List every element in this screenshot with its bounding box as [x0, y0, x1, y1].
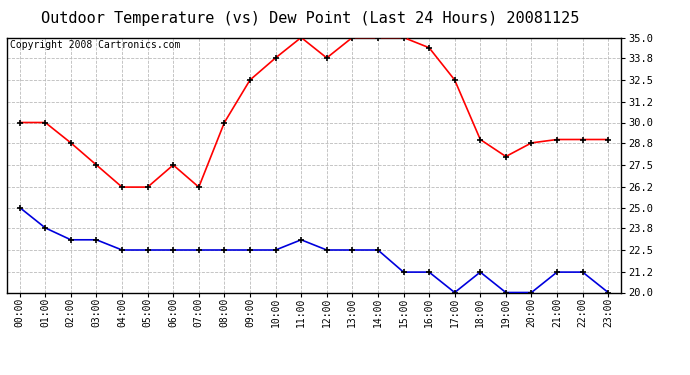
Text: Outdoor Temperature (vs) Dew Point (Last 24 Hours) 20081125: Outdoor Temperature (vs) Dew Point (Last… — [41, 11, 580, 26]
Text: Copyright 2008 Cartronics.com: Copyright 2008 Cartronics.com — [10, 40, 180, 50]
